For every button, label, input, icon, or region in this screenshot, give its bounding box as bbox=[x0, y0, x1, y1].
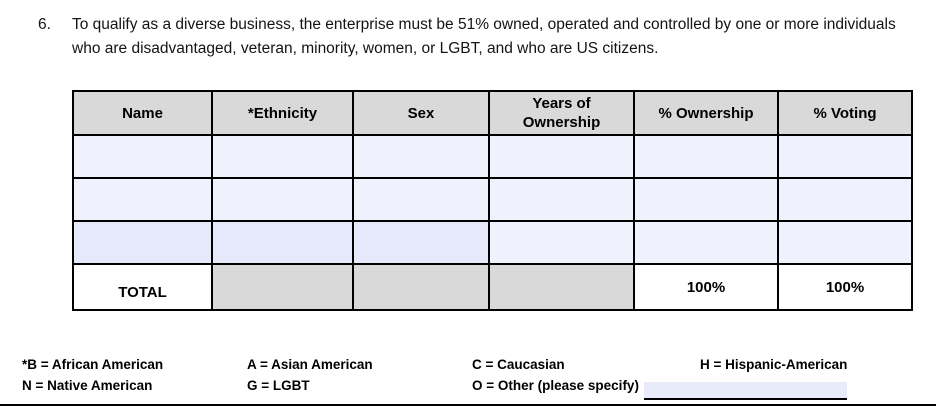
years-field-row2[interactable] bbox=[488, 177, 635, 222]
other-specify-field[interactable] bbox=[643, 381, 847, 400]
header-percent-ownership: % Ownership bbox=[633, 90, 779, 136]
header-name: Name bbox=[72, 90, 213, 136]
total-sex-cell bbox=[352, 263, 490, 311]
header-years-of-ownership: Years of Ownership bbox=[488, 90, 635, 136]
ownership-table: Name *Ethnicity Sex Years of Ownership %… bbox=[72, 90, 913, 311]
ownership-field-row1[interactable] bbox=[633, 134, 779, 179]
sex-field-row1[interactable] bbox=[352, 134, 490, 179]
question-text: To qualify as a diverse business, the en… bbox=[72, 16, 896, 57]
total-ethnicity-cell bbox=[211, 263, 354, 311]
ethnicity-field-row3[interactable] bbox=[211, 220, 354, 265]
question-6: 6. To qualify as a diverse business, the… bbox=[38, 13, 910, 61]
legend-african-american: *B = African American bbox=[22, 357, 164, 372]
total-voting-value: 100% bbox=[777, 263, 913, 311]
name-field-row1[interactable] bbox=[72, 134, 213, 179]
header-ethnicity: *Ethnicity bbox=[211, 90, 354, 136]
sex-field-row3[interactable] bbox=[352, 220, 490, 265]
legend-native-american: N = Native American bbox=[22, 378, 153, 393]
legend-lgbt: G = LGBT bbox=[247, 378, 310, 393]
ethnicity-field-row1[interactable] bbox=[211, 134, 354, 179]
sex-field-row2[interactable] bbox=[352, 177, 490, 222]
voting-field-row2[interactable] bbox=[777, 177, 913, 222]
page-divider-line bbox=[0, 404, 936, 406]
legend-asian-american: A = Asian American bbox=[247, 357, 373, 372]
total-row: TOTAL 100% 100% bbox=[72, 263, 913, 311]
years-field-row1[interactable] bbox=[488, 134, 635, 179]
header-percent-voting: % Voting bbox=[777, 90, 913, 136]
legend-caucasian: C = Caucasian bbox=[472, 357, 565, 372]
header-sex: Sex bbox=[352, 90, 490, 136]
ownership-field-row2[interactable] bbox=[633, 177, 779, 222]
ownership-field-row3[interactable] bbox=[633, 220, 779, 265]
ethnicity-field-row2[interactable] bbox=[211, 177, 354, 222]
total-ownership-value: 100% bbox=[633, 263, 779, 311]
legend-other: O = Other (please specify) bbox=[472, 378, 847, 400]
total-label: TOTAL bbox=[72, 263, 213, 311]
name-field-row3[interactable] bbox=[72, 220, 213, 265]
table-header-row: Name *Ethnicity Sex Years of Ownership %… bbox=[72, 90, 913, 136]
voting-field-row3[interactable] bbox=[777, 220, 913, 265]
name-field-row2[interactable] bbox=[72, 177, 213, 222]
legend-hispanic-american: H = Hispanic-American bbox=[700, 357, 848, 372]
voting-field-row1[interactable] bbox=[777, 134, 913, 179]
total-years-cell bbox=[488, 263, 635, 311]
years-field-row3[interactable] bbox=[488, 220, 635, 265]
legend-other-label: O = Other (please specify) bbox=[472, 378, 639, 393]
table-row bbox=[72, 220, 913, 265]
question-number: 6. bbox=[38, 16, 51, 33]
table-row bbox=[72, 177, 913, 222]
table-row bbox=[72, 134, 913, 179]
